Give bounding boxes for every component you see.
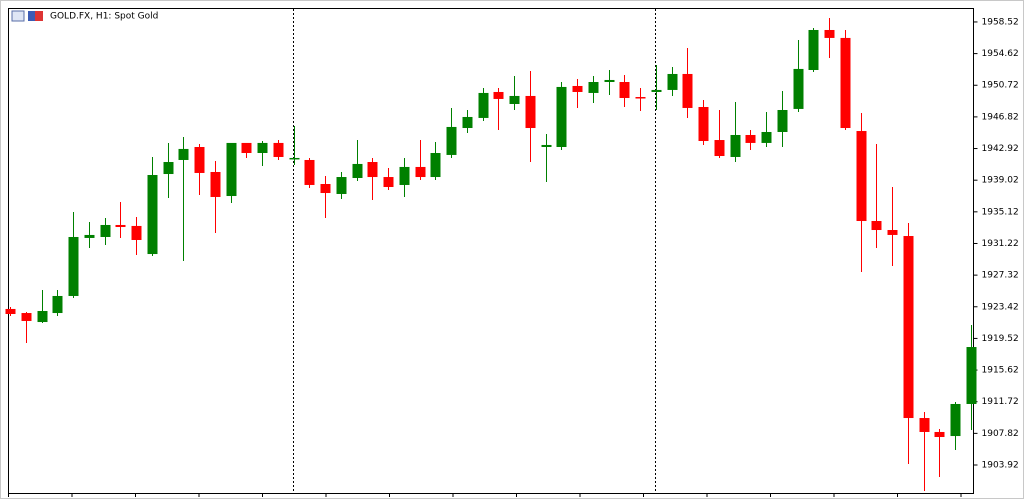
chart-title: GOLD.FX, H1: Spot Gold [50, 12, 158, 22]
candle-body [210, 171, 221, 197]
y-tick-label: 1911.72 [982, 397, 1019, 407]
candle-body [619, 82, 630, 98]
candle-body [682, 73, 693, 108]
candle-body [178, 148, 189, 160]
y-tick-label: 1927.32 [982, 271, 1019, 281]
candle-body [824, 29, 835, 38]
candle-body [241, 142, 252, 154]
y-tick-label: 1923.42 [982, 302, 1019, 312]
candle-body [336, 177, 347, 194]
candle-body [367, 162, 378, 178]
candle-body [556, 86, 567, 148]
candle-body [84, 234, 95, 238]
candle-body [950, 403, 961, 437]
y-tick-label: 1939.02 [982, 176, 1019, 186]
candle-body [887, 230, 898, 235]
candle-body [509, 95, 520, 104]
candle-body [651, 89, 662, 92]
candle-body [163, 162, 174, 175]
candle-body [194, 147, 205, 173]
candle-body [131, 225, 142, 240]
candle-body [320, 184, 331, 194]
candle-body [777, 109, 788, 132]
candle-body [399, 166, 410, 185]
candle-body [5, 308, 16, 314]
candle-body [257, 142, 268, 154]
candle-body [115, 224, 126, 228]
candle-body [572, 85, 583, 92]
candle-body [635, 97, 646, 99]
candle-body [289, 157, 300, 160]
y-tick-label: 1931.22 [982, 239, 1019, 249]
y-tick-label: 1942.92 [982, 144, 1019, 154]
candle-body [840, 37, 851, 129]
candle-body [525, 95, 536, 129]
candle-body [383, 177, 394, 188]
candle-body [745, 134, 756, 143]
candle-body [667, 73, 678, 90]
symbol-icon [11, 10, 43, 22]
candle-body [588, 82, 599, 93]
candle-body [21, 313, 32, 321]
candle-body [730, 134, 741, 157]
candle-body [415, 166, 426, 178]
candle-body [871, 221, 882, 231]
y-tick-label: 1954.62 [982, 49, 1019, 59]
y-tick-label: 1915.62 [982, 366, 1019, 376]
candle-body [793, 68, 804, 109]
candle-body [147, 174, 158, 255]
candle-body [604, 79, 615, 83]
candle-body [698, 106, 709, 141]
candle-body [478, 92, 489, 118]
y-tick-label: 1903.92 [982, 461, 1019, 471]
candle-body [493, 91, 504, 99]
candle-body [714, 140, 725, 157]
candle-body [37, 310, 48, 323]
candle-body [68, 236, 79, 296]
y-tick-label: 1950.72 [982, 81, 1019, 91]
candle-body [100, 224, 111, 237]
candle-body [919, 418, 930, 432]
candle-body [856, 131, 867, 222]
candle-body [934, 431, 945, 438]
candle-body [808, 29, 819, 70]
candle-body [352, 163, 363, 178]
candle-body [462, 116, 473, 129]
candle-body [52, 295, 63, 314]
plot-frame [8, 8, 974, 494]
candle-body [446, 126, 457, 155]
candle-body [304, 159, 315, 185]
candle-body [273, 142, 284, 157]
y-tick-label: 1958.52 [982, 17, 1019, 27]
candle-body [226, 142, 237, 197]
candle-body [903, 236, 914, 419]
candle-body [430, 153, 441, 178]
candle-body [966, 347, 977, 404]
y-tick-label: 1919.52 [982, 334, 1019, 344]
y-tick-label: 1946.82 [982, 112, 1019, 122]
y-tick-label: 1935.12 [982, 207, 1019, 217]
candle-body [761, 131, 772, 143]
candle-body [541, 144, 552, 148]
y-tick-label: 1907.82 [982, 429, 1019, 439]
